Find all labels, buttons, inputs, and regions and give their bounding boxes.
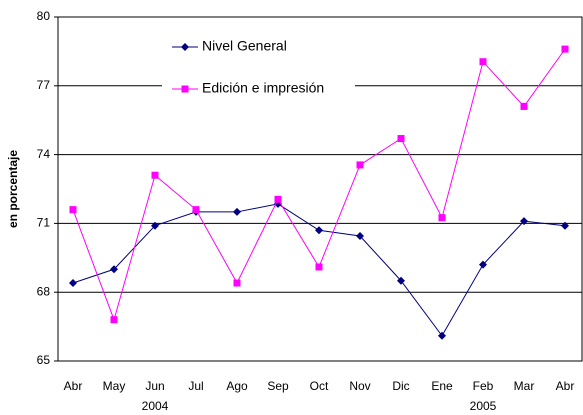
point — [356, 232, 364, 241]
x-tick-label: Abr — [556, 379, 575, 393]
point — [192, 206, 200, 214]
point — [561, 45, 569, 53]
x-tick-label: Dic — [392, 379, 409, 393]
point — [397, 276, 405, 285]
legend-label: Nivel General — [202, 38, 287, 54]
point — [274, 195, 282, 203]
point — [356, 161, 364, 169]
legend-marker — [181, 85, 189, 93]
point — [479, 58, 487, 66]
x-tick-label: Ene — [431, 379, 453, 393]
year-label: 2005 — [470, 399, 497, 413]
point — [110, 265, 118, 274]
legend-label: Edición e impresión — [202, 80, 324, 96]
point — [520, 102, 528, 110]
y-tick-label: 65 — [37, 353, 51, 367]
point — [315, 263, 323, 271]
point — [315, 226, 323, 235]
plot-frame — [57, 16, 583, 362]
x-tick-label: Sep — [267, 379, 289, 393]
point — [110, 316, 118, 324]
x-tick-label: Jul — [188, 379, 203, 393]
point — [233, 207, 241, 216]
point — [69, 206, 77, 214]
x-tick-label: Abr — [64, 379, 83, 393]
y-tick-label: 68 — [37, 284, 51, 298]
y-tick-label: 80 — [37, 9, 51, 23]
x-tick-label: May — [103, 379, 126, 393]
x-tick-label: Ago — [226, 379, 248, 393]
point — [233, 279, 241, 287]
x-tick-label: Feb — [473, 379, 494, 393]
point — [151, 221, 159, 230]
legend-marker — [181, 43, 189, 51]
y-tick-label: 71 — [37, 216, 51, 230]
point — [438, 214, 446, 222]
point — [561, 221, 569, 230]
y-axis-label: en porcentaje — [6, 150, 20, 228]
point — [479, 260, 487, 269]
y-tick-label: 77 — [37, 78, 51, 92]
y-tick-label: 74 — [37, 147, 51, 161]
point — [520, 217, 528, 226]
point — [438, 331, 446, 340]
point — [151, 171, 159, 179]
x-tick-label: Mar — [514, 379, 535, 393]
year-label: 2004 — [142, 399, 169, 413]
x-tick-label: Oct — [310, 379, 329, 393]
x-tick-label: Nov — [349, 379, 370, 393]
x-tick-label: Jun — [145, 379, 164, 393]
point — [69, 279, 77, 288]
legend-box — [162, 32, 355, 104]
point — [397, 135, 405, 143]
